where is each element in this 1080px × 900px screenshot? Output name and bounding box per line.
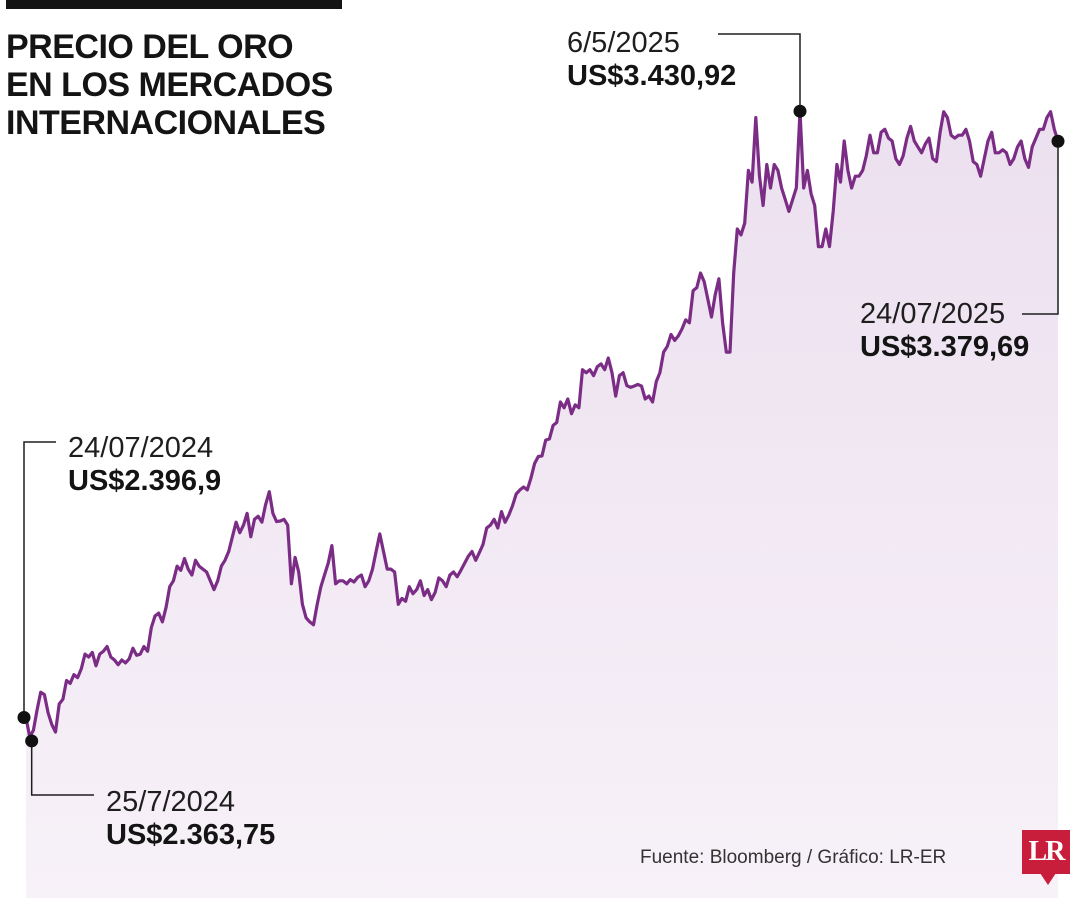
annotation-low: 25/7/2024 US$2.363,75 [106,786,275,852]
price-line [24,109,1060,739]
annotation-peak: 6/5/2025 US$3.430,92 [567,27,736,93]
source-note: Fuente: Bloomberg / Gráfico: LR-ER [640,847,947,868]
price-area [26,111,1058,898]
annotation-end-date: 24/07/2025 [860,298,1006,330]
leader-end [1022,141,1059,315]
annotation-start-date: 24/07/2024 [68,432,214,464]
annotation-peak-value: US$3.430,92 [567,60,737,92]
lr-logo: LR [1022,830,1070,874]
title-line-1: PRECIO DEL ORO [6,28,294,66]
annotation-low-date: 25/7/2024 [106,786,236,818]
dot-low [25,734,39,748]
dot-peak [793,104,807,118]
chart-title: PRECIO DEL ORO EN LOS MERCADOS INTERNACI… [6,28,333,142]
annotation-low-value: US$2.363,75 [106,819,276,851]
title-line-2: EN LOS MERCADOS [6,66,333,104]
leader-start [23,441,56,718]
annotation-dots [17,104,1065,748]
annotation-end: 24/07/2025 US$3.379,69 [860,298,1029,364]
leader-peak [718,33,801,112]
leader-low [30,740,94,796]
title-line-3: INTERNACIONALES [6,104,326,142]
dot-start [17,710,31,724]
annotation-start: 24/07/2024 US$2.396,9 [68,432,221,498]
annotation-leaders [23,33,1059,796]
annotation-peak-date: 6/5/2025 [567,27,680,59]
dot-end [1051,134,1065,148]
top-rule [6,0,342,9]
annotation-start-value: US$2.396,9 [68,465,222,497]
annotation-end-value: US$3.379,69 [860,331,1030,363]
lr-logo-tail [1040,873,1056,885]
